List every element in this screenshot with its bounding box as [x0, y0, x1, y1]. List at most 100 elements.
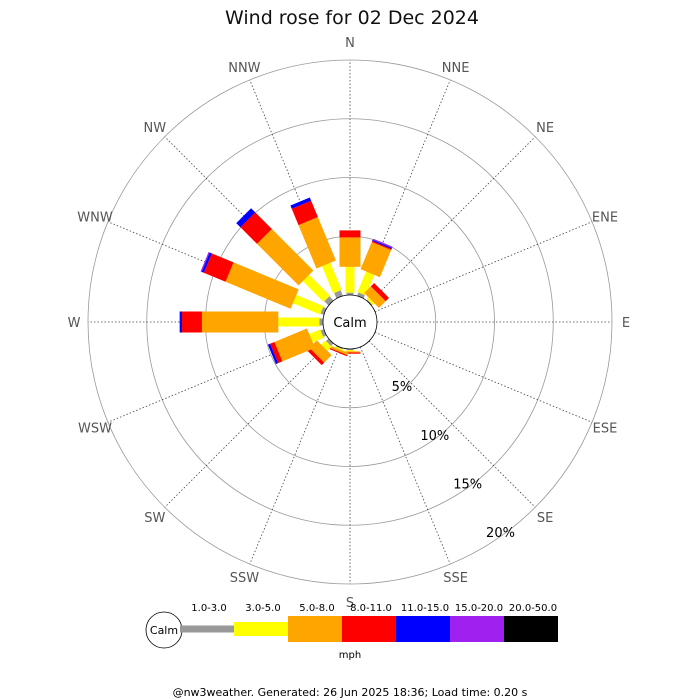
legend-bin-label: 11.0-15.0	[401, 603, 449, 614]
bar-segment	[309, 340, 332, 363]
bar-segment	[182, 311, 202, 333]
bar-nnw	[290, 197, 343, 299]
legend-calm-label: Calm	[150, 624, 178, 637]
direction-label-nne: NNE	[442, 61, 470, 76]
chart-title: Wind rose for 02 Dec 2024	[225, 7, 479, 29]
bar-segment	[325, 338, 334, 347]
grid-spoke	[249, 346, 341, 565]
bar-w	[179, 311, 324, 333]
ring-labels: 5% 10% 15% 20%	[392, 380, 515, 541]
bar-segment	[320, 307, 327, 315]
direction-label-ese: ESE	[593, 422, 618, 437]
bar-nw	[236, 208, 334, 306]
ring-label: 20%	[486, 526, 515, 541]
bar-segment	[370, 283, 389, 302]
bar-nne	[357, 238, 393, 299]
bar-segment	[319, 318, 324, 326]
legend-swatch	[234, 622, 288, 636]
bar-segment	[339, 351, 361, 353]
bar-ne	[364, 283, 389, 308]
bar-segment	[309, 329, 324, 343]
calm-center: Calm	[322, 294, 378, 350]
legend-swatch	[342, 616, 396, 642]
bar-segment	[257, 229, 314, 286]
bar-segment	[371, 240, 392, 251]
bar-segment	[324, 296, 334, 306]
bar-segment	[200, 252, 210, 272]
legend-bin-label: 5.0-8.0	[299, 603, 334, 614]
direction-label-e: E	[622, 316, 630, 331]
bar-segment	[236, 208, 256, 228]
bar-segment	[201, 311, 279, 333]
bar-segment	[291, 200, 318, 226]
direction-label-se: SE	[537, 511, 553, 526]
bar-segment	[328, 345, 349, 356]
bar-segment	[372, 238, 393, 248]
legend: Calm 1.0-3.0 3.0-5.0 5.0-8.0 8.0-11.0 11.0-15…	[145, 603, 558, 661]
bar-sw	[306, 338, 334, 366]
bar-wsw	[267, 328, 327, 365]
bar-segment	[339, 237, 361, 267]
bar-segment	[345, 266, 355, 293]
bar-segment	[357, 271, 375, 296]
legend-swatch	[450, 616, 504, 642]
direction-label-nw: NW	[144, 121, 167, 136]
bar-segment	[306, 347, 325, 366]
bar-segment	[339, 230, 361, 238]
legend-bin-label: 20.0-50.0	[509, 603, 557, 614]
footer-text: @nw3weather. Generated: 26 Jun 2025 18:3…	[173, 686, 528, 699]
bar-segment	[327, 347, 348, 357]
bar-segment	[302, 274, 330, 302]
bar-segment	[270, 341, 283, 364]
direction-label-ene: ENE	[592, 210, 618, 225]
bar-segment	[339, 352, 361, 354]
bar-segment	[292, 294, 324, 315]
ring-label: 15%	[453, 478, 482, 493]
ring-label: 5%	[392, 380, 413, 395]
calm-label: Calm	[333, 316, 366, 331]
direction-label-s: S	[346, 596, 354, 611]
bar-segment	[346, 292, 354, 295]
bar-n	[339, 230, 361, 295]
bar-segment	[298, 217, 336, 269]
legend-bin-label: 1.0-3.0	[191, 603, 226, 614]
bar-segment	[179, 311, 182, 333]
bar-segment	[320, 329, 327, 337]
bar-s	[339, 349, 361, 354]
bar-segment	[366, 299, 373, 306]
bar-segment	[366, 297, 375, 306]
bar-segment	[345, 350, 355, 352]
bar-wnw	[200, 252, 327, 315]
legend-units: mph	[339, 650, 361, 661]
bar-segment	[321, 340, 332, 351]
bar-segment	[334, 346, 344, 351]
direction-label-wsw: WSW	[78, 422, 112, 437]
bar-segment	[372, 239, 393, 249]
direction-label-nnw: NNW	[228, 61, 260, 76]
legend-swatch	[180, 625, 234, 633]
direction-label-sse: SSE	[443, 571, 468, 586]
bar-segment	[274, 328, 315, 362]
ring-label: 10%	[420, 429, 449, 444]
bar-segment	[357, 292, 365, 299]
legend-swatch	[288, 616, 342, 642]
direction-label-ne: NE	[536, 121, 554, 136]
bars	[179, 197, 393, 366]
grid-spoke	[374, 331, 593, 423]
grid-spoke	[368, 136, 536, 304]
legend-bin-label: 15.0-20.0	[455, 603, 503, 614]
legend-bin-label: 8.0-11.0	[350, 603, 392, 614]
legend-bin-label: 3.0-5.0	[245, 603, 280, 614]
bar-ssw	[327, 345, 349, 357]
bar-segment	[346, 349, 354, 351]
bar-segment	[290, 197, 312, 209]
grid-spoke	[368, 340, 536, 508]
bar-segment	[335, 345, 343, 350]
bar-segment	[278, 317, 320, 327]
bar-segment	[322, 262, 342, 294]
grid-spoke	[374, 221, 593, 313]
direction-label-w: W	[68, 316, 81, 331]
direction-label-wnw: WNW	[77, 210, 113, 225]
